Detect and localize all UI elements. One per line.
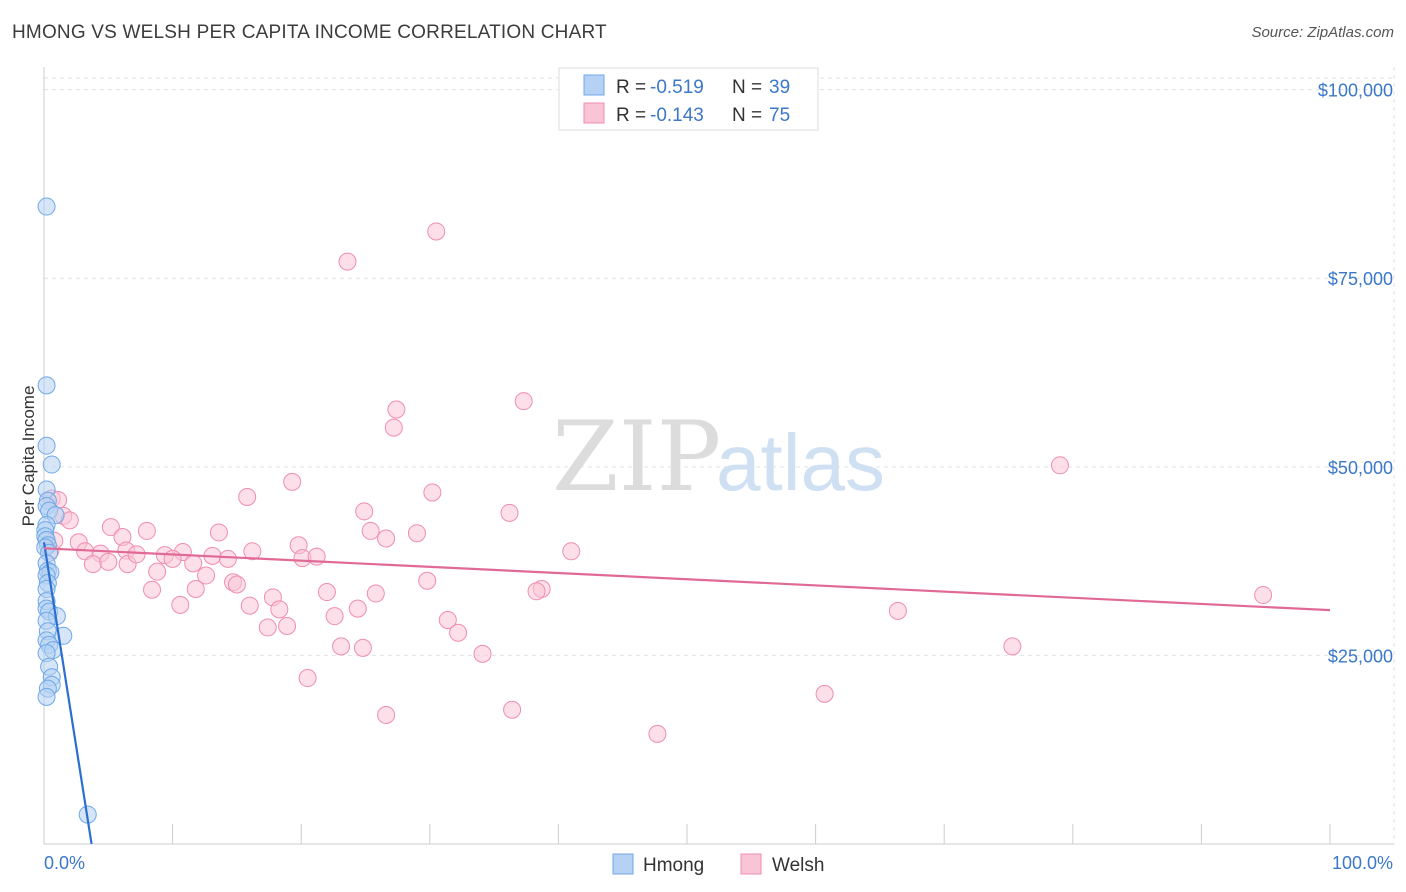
hmong-point bbox=[42, 455, 61, 474]
welsh-point bbox=[338, 252, 357, 271]
welsh-point bbox=[270, 600, 289, 619]
watermark-zip: ZIP bbox=[552, 401, 721, 513]
legend-box: R = -0.519 N = 39 R = -0.143 N = 75 bbox=[558, 67, 819, 131]
y-tick-label: $25,000 bbox=[1328, 646, 1393, 666]
welsh-point bbox=[527, 582, 546, 601]
welsh-point bbox=[137, 521, 156, 540]
welsh-point bbox=[449, 623, 468, 642]
welsh-point bbox=[888, 601, 907, 620]
welsh-point bbox=[503, 700, 522, 719]
welsh-point bbox=[377, 529, 396, 548]
welsh-point bbox=[1254, 586, 1273, 605]
hmong-point bbox=[37, 197, 56, 216]
welsh-point bbox=[163, 549, 182, 568]
welsh-point bbox=[127, 545, 146, 564]
welsh-point bbox=[218, 549, 237, 568]
welsh-point bbox=[423, 483, 442, 502]
legend-n-value-welsh: 75 bbox=[769, 105, 790, 126]
welsh-point bbox=[815, 684, 834, 703]
legend-r-value-welsh: -0.143 bbox=[650, 105, 704, 126]
hmong-point bbox=[37, 376, 56, 395]
legend-r-label-hmong: R = bbox=[616, 77, 646, 98]
legend-n-label-hmong: N = bbox=[732, 77, 762, 98]
welsh-point bbox=[648, 724, 667, 743]
x-tick-labels: 0.0% 100.0% bbox=[44, 853, 1393, 873]
welsh-point bbox=[348, 599, 367, 618]
welsh-point bbox=[407, 524, 426, 543]
legend-r-value-hmong: -0.519 bbox=[650, 77, 704, 98]
welsh-point bbox=[283, 472, 302, 491]
x-tick-label-min: 0.0% bbox=[44, 853, 85, 873]
welsh-point bbox=[355, 502, 374, 521]
welsh-point bbox=[418, 571, 437, 590]
welsh-point bbox=[83, 555, 102, 574]
chart-title: HMONG VS WELSH PER CAPITA INCOME CORRELA… bbox=[12, 22, 607, 43]
welsh-point bbox=[148, 562, 167, 581]
welsh-trend-line bbox=[43, 547, 1331, 612]
welsh-point bbox=[427, 222, 446, 241]
legend-swatch-hmong bbox=[583, 74, 605, 96]
welsh-point bbox=[317, 583, 336, 602]
y-tick-label: $75,000 bbox=[1328, 269, 1393, 289]
welsh-point bbox=[366, 584, 385, 603]
y-tick-label: $100,000 bbox=[1318, 81, 1393, 101]
welsh-point bbox=[99, 552, 118, 571]
welsh-point bbox=[353, 638, 372, 657]
bottom-legend-label-hmong: Hmong bbox=[643, 855, 704, 876]
welsh-point bbox=[238, 487, 257, 506]
legend-n-label-welsh: N = bbox=[732, 105, 762, 126]
hmong-point bbox=[37, 436, 56, 455]
trend-lines bbox=[42, 542, 1331, 845]
welsh-point bbox=[243, 542, 262, 561]
welsh-point bbox=[438, 610, 457, 629]
legend-swatch-welsh bbox=[583, 102, 605, 124]
bottom-legend-swatch-hmong bbox=[612, 853, 634, 875]
welsh-point bbox=[186, 580, 205, 599]
welsh-point bbox=[377, 706, 396, 725]
watermark: ZIP atlas bbox=[552, 401, 885, 513]
welsh-point bbox=[332, 637, 351, 656]
welsh-point bbox=[227, 575, 246, 594]
welsh-point bbox=[1050, 456, 1069, 475]
bottom-legend-label-welsh: Welsh bbox=[772, 855, 824, 876]
welsh-point bbox=[562, 542, 581, 561]
legend-n-value-hmong: 39 bbox=[769, 77, 790, 98]
welsh-point bbox=[500, 503, 519, 522]
data-points bbox=[36, 197, 1273, 824]
hmong-trend-line bbox=[42, 542, 93, 845]
y-tick-label: $50,000 bbox=[1328, 458, 1393, 478]
welsh-point bbox=[384, 418, 403, 437]
hmong-point bbox=[37, 687, 56, 706]
watermark-atlas: atlas bbox=[716, 418, 885, 507]
welsh-point bbox=[171, 595, 190, 614]
y-axis-label: Per Capita Income bbox=[19, 386, 38, 527]
welsh-point bbox=[101, 518, 120, 537]
x-tick-label-max: 100.0% bbox=[1332, 853, 1393, 873]
welsh-point bbox=[184, 554, 203, 573]
welsh-point bbox=[197, 566, 216, 585]
welsh-point bbox=[278, 616, 297, 635]
welsh-point bbox=[143, 580, 162, 599]
bottom-legend: Hmong Welsh bbox=[612, 853, 824, 876]
legend-r-label-welsh: R = bbox=[616, 105, 646, 126]
welsh-point bbox=[514, 392, 533, 411]
welsh-point bbox=[473, 644, 492, 663]
y-tick-labels: $25,000 $50,000 $75,000 $100,000 bbox=[1318, 81, 1393, 667]
welsh-point bbox=[387, 400, 406, 419]
welsh-point bbox=[258, 618, 277, 637]
welsh-point bbox=[361, 521, 380, 540]
series-welsh bbox=[41, 222, 1273, 743]
welsh-point bbox=[298, 669, 317, 688]
source-credit: Source: ZipAtlas.com bbox=[1251, 24, 1394, 41]
bottom-legend-swatch-welsh bbox=[740, 853, 762, 875]
welsh-point bbox=[1003, 637, 1022, 656]
welsh-point bbox=[240, 596, 259, 615]
welsh-point bbox=[209, 523, 228, 542]
axes bbox=[43, 67, 1394, 845]
welsh-point bbox=[325, 607, 344, 626]
